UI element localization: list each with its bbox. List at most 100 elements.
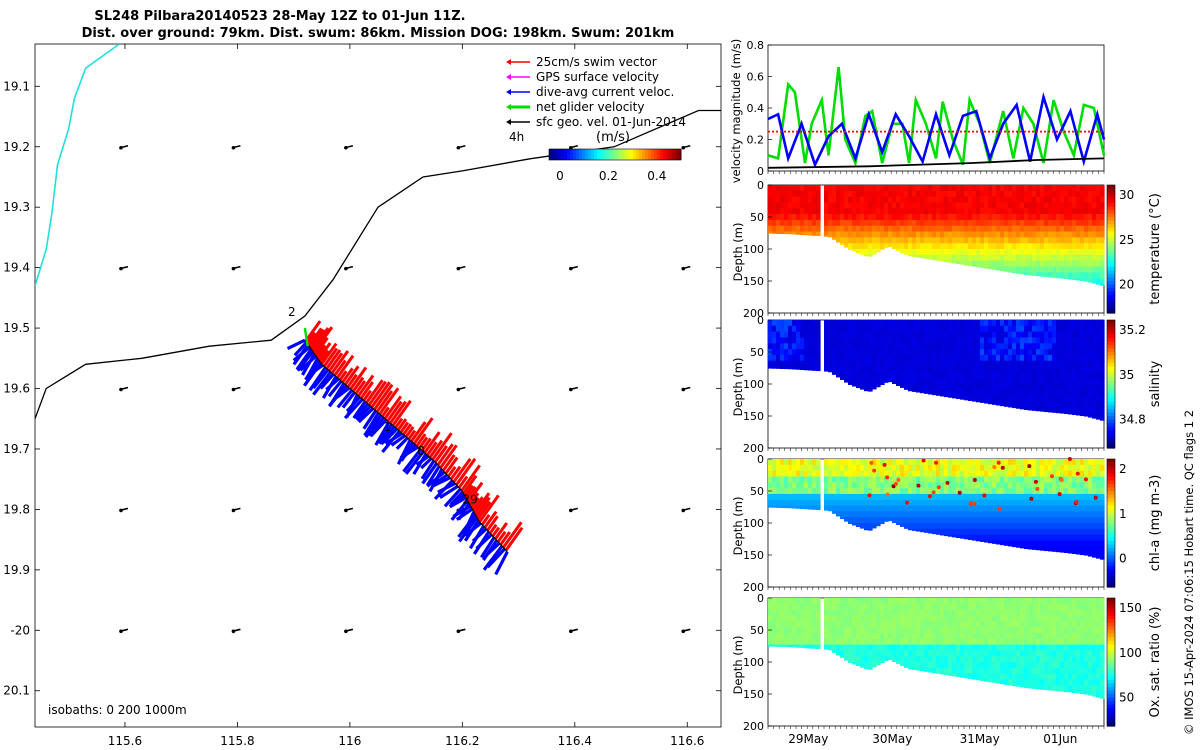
section-cell bbox=[1048, 621, 1053, 628]
section-cell bbox=[932, 225, 937, 233]
section-cell bbox=[932, 214, 937, 221]
section-cell bbox=[964, 511, 969, 518]
section-cell bbox=[828, 349, 833, 356]
section-y-tick-label: 150 bbox=[743, 275, 764, 288]
map-y-tick-label: 19.2 bbox=[3, 140, 30, 154]
section-cell bbox=[992, 499, 997, 507]
section-cell bbox=[780, 598, 785, 605]
section-cell bbox=[1016, 349, 1021, 356]
section-cell bbox=[852, 493, 857, 501]
section-cell bbox=[896, 615, 901, 622]
section-cell bbox=[1004, 214, 1009, 221]
section-cell bbox=[972, 366, 977, 373]
section-cell bbox=[1096, 214, 1101, 221]
section-cell bbox=[932, 343, 937, 350]
section-cell bbox=[940, 254, 945, 262]
section-cell bbox=[1064, 482, 1069, 489]
section-cell bbox=[1024, 685, 1029, 689]
section-cell bbox=[1012, 389, 1017, 397]
section-cell bbox=[928, 366, 933, 373]
section-cell bbox=[876, 190, 881, 198]
section-cell bbox=[952, 673, 957, 677]
section-cell bbox=[768, 331, 773, 339]
section-cell bbox=[816, 632, 821, 640]
section-cell bbox=[840, 325, 845, 333]
section-cell bbox=[948, 482, 953, 489]
section-cell bbox=[1004, 459, 1009, 466]
section-cell bbox=[876, 325, 881, 333]
swim-vector bbox=[447, 465, 457, 478]
section-cell bbox=[944, 384, 949, 391]
colorbar-swatch bbox=[582, 149, 586, 160]
section-cell bbox=[1016, 260, 1021, 268]
section-cell bbox=[784, 638, 789, 646]
section-cell bbox=[1060, 459, 1065, 466]
section-cell bbox=[936, 493, 941, 501]
section-cell bbox=[1016, 627, 1021, 634]
section-cell bbox=[984, 378, 989, 385]
section-cell bbox=[1020, 349, 1025, 356]
section-cell bbox=[800, 202, 805, 209]
current-velocity-vector bbox=[390, 434, 406, 447]
section-cell bbox=[1052, 208, 1057, 215]
section-cell bbox=[836, 237, 841, 243]
section-cell bbox=[856, 627, 861, 634]
section-cell bbox=[900, 325, 905, 333]
section-cell bbox=[880, 372, 885, 379]
section-cell bbox=[872, 237, 877, 244]
section-colorbar-swatch bbox=[1107, 519, 1115, 524]
section-cell bbox=[1088, 499, 1093, 507]
section-cell bbox=[776, 638, 781, 646]
section-cell bbox=[816, 366, 821, 372]
section-cell bbox=[892, 476, 897, 483]
section-cell bbox=[1020, 662, 1025, 669]
section-cell bbox=[1044, 546, 1049, 552]
section-cell bbox=[996, 320, 1001, 327]
sfc-velocity-vector-head bbox=[231, 508, 236, 513]
section-cell bbox=[848, 459, 853, 466]
section-cell bbox=[956, 609, 961, 617]
section-cell bbox=[1016, 464, 1021, 472]
section-cell bbox=[984, 627, 989, 634]
section-cell bbox=[1000, 260, 1005, 268]
section-cell bbox=[944, 517, 949, 524]
section-cell bbox=[1036, 621, 1041, 628]
section-cell bbox=[1024, 331, 1029, 339]
current-velocity-vector bbox=[369, 418, 388, 438]
section-cell bbox=[804, 459, 809, 466]
section-cell bbox=[888, 231, 893, 238]
section-cell bbox=[928, 354, 933, 362]
section-cell bbox=[812, 325, 817, 333]
section-cell bbox=[832, 202, 837, 209]
sfc-velocity-vector-head bbox=[681, 145, 686, 150]
section-cell bbox=[1020, 366, 1025, 373]
section-cell bbox=[1036, 546, 1041, 551]
section-cell bbox=[956, 214, 961, 221]
section-cell bbox=[828, 325, 833, 333]
section-cell bbox=[1040, 470, 1045, 478]
section-cell bbox=[968, 190, 973, 198]
section-cell bbox=[792, 337, 797, 344]
section-cell bbox=[856, 511, 861, 518]
section-cell bbox=[1068, 354, 1073, 362]
section-cell bbox=[812, 225, 817, 233]
section-cell bbox=[984, 499, 989, 507]
section-cell bbox=[1072, 523, 1077, 530]
section-cell bbox=[924, 638, 929, 646]
section-cell bbox=[956, 603, 961, 611]
section-cell bbox=[928, 214, 933, 221]
section-cell bbox=[936, 667, 941, 674]
chl-a-hotspot bbox=[1067, 457, 1072, 462]
section-cell bbox=[932, 598, 937, 605]
section-colorbar-swatch bbox=[1107, 224, 1115, 229]
section-cell bbox=[1044, 354, 1049, 362]
section-cell bbox=[772, 609, 777, 617]
section-cell bbox=[1028, 372, 1033, 379]
section-cell bbox=[1020, 523, 1025, 530]
section-cell bbox=[976, 254, 981, 262]
section-cell bbox=[900, 615, 905, 622]
section-cell bbox=[896, 185, 901, 192]
section-cell bbox=[1016, 384, 1021, 391]
section-cell bbox=[1008, 464, 1013, 472]
section-cell bbox=[852, 615, 857, 622]
